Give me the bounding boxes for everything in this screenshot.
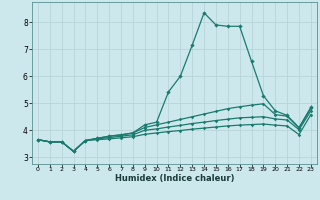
X-axis label: Humidex (Indice chaleur): Humidex (Indice chaleur) — [115, 174, 234, 183]
